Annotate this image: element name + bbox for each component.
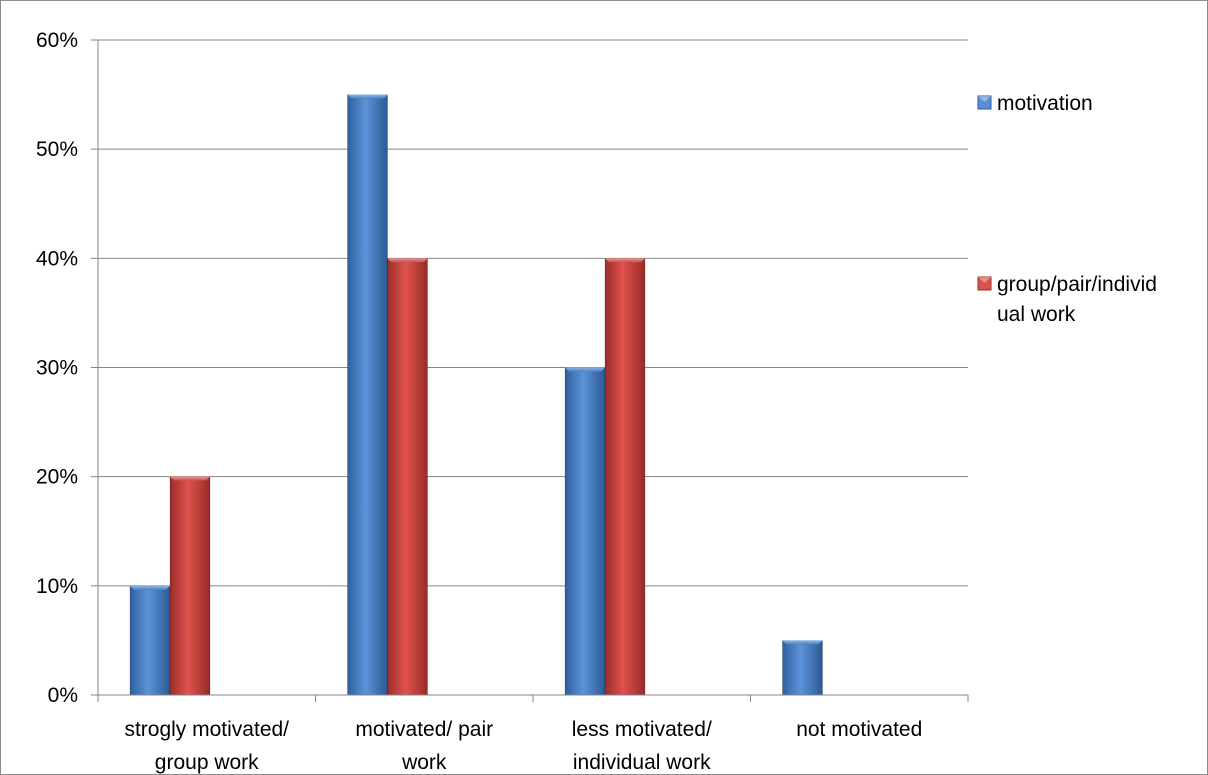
x-tick-label: less motivated/individual work <box>572 718 712 774</box>
bar-bevel <box>782 640 823 645</box>
y-tick-label: 50% <box>36 138 78 161</box>
bar-body <box>605 258 645 695</box>
bar-bevel <box>565 367 605 372</box>
legend-swatch <box>977 95 992 110</box>
legend-item-work-type: group/pair/individ ual work <box>977 273 1157 326</box>
bar-work-type <box>604 258 646 695</box>
bar-bevel <box>130 585 170 590</box>
legend-swatch-bevel <box>978 277 991 283</box>
y-tick-label: 0% <box>48 684 78 707</box>
legend-label: group/pair/individ ual work <box>997 273 1157 326</box>
bar-body <box>565 367 605 695</box>
bar-body <box>782 640 823 695</box>
bar-motivation <box>782 640 823 695</box>
y-tick-label: 10% <box>36 575 78 598</box>
bar-bevel <box>387 258 428 263</box>
x-tick-label: strogly motivated/group work <box>124 718 289 774</box>
axes <box>91 39 969 702</box>
tick-labels: 0% 10% 20% 30% 40% 50% 60% strogly motivated/gr… <box>36 29 922 774</box>
y-tick-label: 40% <box>36 247 78 270</box>
legend: motivation group/pair/individ ual work <box>977 92 1157 326</box>
bar-body <box>347 94 388 696</box>
bar-body <box>170 476 210 695</box>
x-tick-label: motivated/ pair work <box>355 718 493 774</box>
bar-motivation <box>564 367 606 695</box>
y-tick-label: 20% <box>36 466 78 489</box>
legend-swatch-bevel <box>978 96 991 102</box>
bar-bevel <box>605 258 645 263</box>
bar-bevel <box>170 476 210 481</box>
gridlines <box>98 39 968 587</box>
legend-item-motivation: motivation <box>977 92 1093 115</box>
bar-work-type <box>169 476 211 695</box>
bar-bevel <box>347 94 388 99</box>
legend-label: motivation <box>997 92 1093 115</box>
legend-swatch <box>977 276 992 291</box>
bar-work-type <box>387 258 428 695</box>
y-tick-label: 60% <box>36 29 78 52</box>
bars <box>129 94 823 696</box>
bar-body <box>130 585 170 695</box>
bar-motivation <box>129 585 171 695</box>
x-tick-label: not motivated <box>796 718 922 741</box>
bar-body <box>387 258 428 695</box>
bar-motivation <box>347 94 388 696</box>
y-tick-label: 30% <box>36 357 78 380</box>
